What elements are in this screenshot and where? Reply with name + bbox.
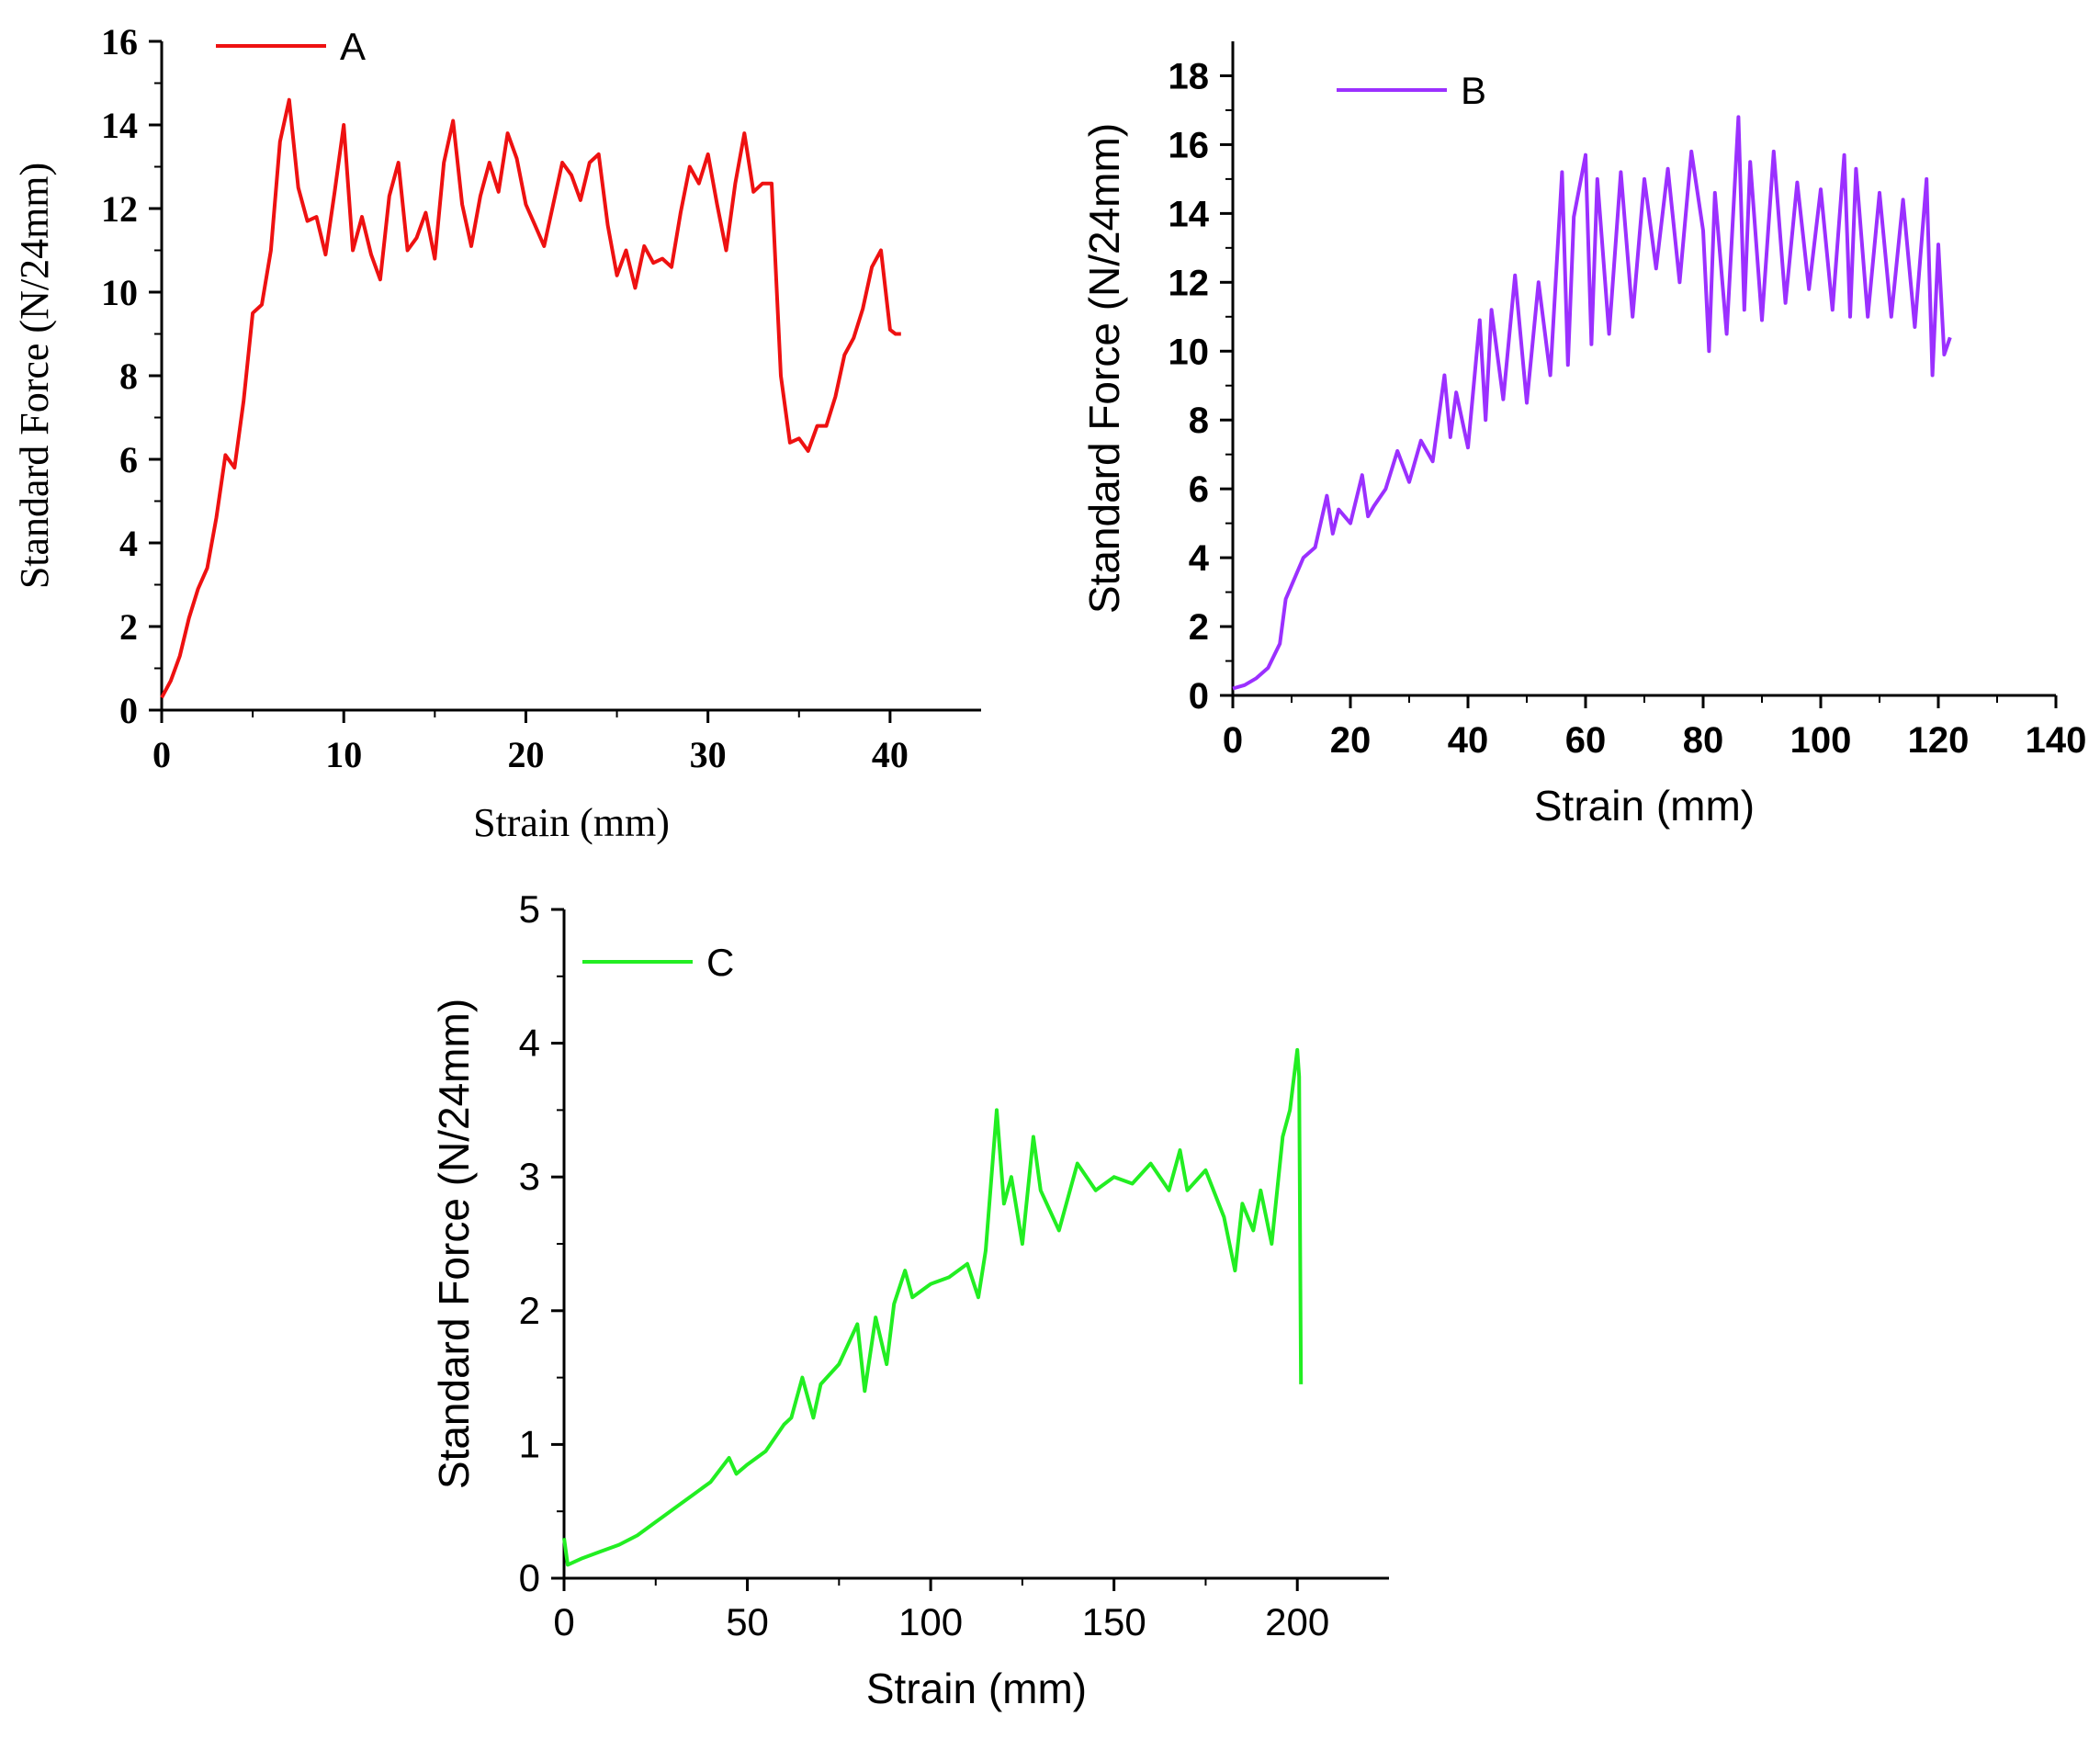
y-tick-label: 6 (1189, 469, 1209, 510)
x-tick-label: 10 (325, 734, 362, 775)
legend-label: C (706, 941, 734, 984)
y-tick-label: 16 (1169, 125, 1210, 165)
x-tick-label: 0 (152, 734, 171, 775)
series-line-B (1232, 115, 1952, 691)
y-tick-label: 0 (1189, 676, 1209, 717)
x-tick-label: 50 (726, 1600, 769, 1643)
x-tick-label: 120 (1908, 720, 1970, 761)
y-axis-label: Standard Force (N/24mm) (12, 163, 57, 589)
y-tick-label: 3 (519, 1155, 540, 1198)
y-tick-label: 14 (1169, 194, 1210, 234)
y-axis-label: Standard Force (N/24mm) (430, 999, 478, 1489)
y-tick-label: 4 (119, 523, 138, 564)
y-tick-label: 8 (119, 356, 138, 397)
x-tick-label: 20 (1330, 720, 1372, 761)
chart-c: 0 50 100 150 200 0 1 2 3 4 5 Strain (mm) Standard Fo… (430, 887, 1389, 1712)
x-tick-label: 100 (898, 1600, 963, 1643)
y-tick-label: 10 (101, 272, 138, 313)
x-axis-label: Strain (mm) (1534, 782, 1755, 830)
y-tick-label: 4 (519, 1022, 540, 1065)
x-tick-label: 30 (690, 734, 727, 775)
x-tick-label: 200 (1265, 1600, 1329, 1643)
y-tick-label: 4 (1189, 538, 1210, 579)
y-tick-label: 2 (1189, 607, 1209, 648)
x-tick-label: 40 (872, 734, 909, 775)
y-tick-label: 1 (519, 1422, 540, 1465)
y-tick-label: 2 (119, 606, 138, 648)
x-tick-label: 0 (553, 1600, 574, 1643)
x-tick-label: 80 (1683, 720, 1724, 761)
x-tick-label: 40 (1448, 720, 1489, 761)
y-tick-label: 8 (1189, 401, 1209, 441)
x-tick-label: 140 (2026, 720, 2087, 761)
y-axis-label: Standard Force (N/24mm) (1080, 123, 1128, 614)
y-tick-label: 0 (119, 690, 138, 731)
y-tick-label: 10 (1169, 332, 1210, 372)
y-tick-label: 6 (119, 439, 138, 480)
y-tick-label: 12 (101, 188, 138, 230)
y-tick-label: 0 (519, 1556, 540, 1599)
y-tick-label: 16 (101, 21, 138, 62)
y-tick-label: 12 (1169, 263, 1210, 303)
x-axis-label: Strain (mm) (473, 800, 670, 845)
y-tick-label: 2 (519, 1289, 540, 1332)
x-tick-label: 0 (1223, 720, 1243, 761)
x-axis-label: Strain (mm) (866, 1665, 1087, 1712)
x-tick-label: 60 (1565, 720, 1607, 761)
legend-label: B (1461, 69, 1486, 112)
legend-label: A (340, 25, 366, 68)
series-line-C (562, 1047, 1304, 1567)
x-tick-label: 100 (1790, 720, 1852, 761)
y-tick-label: 5 (519, 887, 540, 931)
y-tick-label: 14 (101, 105, 138, 146)
x-tick-label: 150 (1082, 1600, 1146, 1643)
y-tick-label: 18 (1169, 56, 1210, 96)
series-line-A (160, 97, 901, 699)
chart-a: 0 10 20 30 40 0 2 4 6 8 10 12 14 16 Strain (mm) Standar… (12, 21, 981, 845)
chart-b: 0 20 40 60 80 100 120 140 0 2 4 6 8 10 12 14 16 18 Strain … (1080, 41, 2086, 830)
x-tick-label: 20 (507, 734, 544, 775)
